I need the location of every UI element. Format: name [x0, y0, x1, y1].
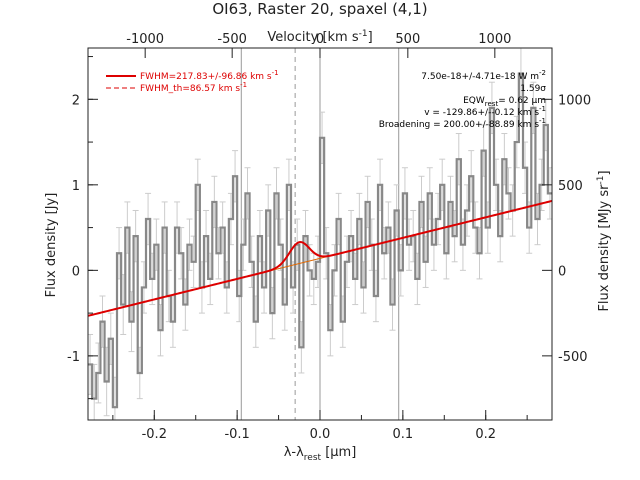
y2-axis-label: Flux density [MJy sr-1]	[596, 170, 612, 311]
top-axis-label-text: Velocity [km s	[267, 30, 359, 45]
x-axis-label-text: λ-λ	[284, 445, 304, 460]
annotation-broadening-sup: -1	[539, 117, 546, 125]
y2-tick-label: 0	[558, 264, 566, 279]
x2-tick-label: 0	[316, 32, 324, 47]
legend-fwhm-th: FWHM_th=86.57 km s-1	[140, 81, 247, 94]
legend-fwhm: FWHM=217.83+/-96.86 km s-1	[140, 69, 279, 82]
annotation-flux: 7.50e-18+/-4.71e-18 W m-2	[421, 69, 546, 82]
top-axis-label-end: ]	[368, 30, 373, 45]
x-tick-label: 0.1	[393, 427, 414, 442]
annotation-velocity-text: v = -129.86+/--0.12 km s	[424, 108, 539, 118]
x2-tick-label: 500	[395, 32, 420, 47]
y-tick-label: 1	[72, 179, 80, 194]
annotation-broadening-text: Broadening = 200.00+/-88.89 km s	[379, 120, 540, 130]
y-tick-label: -1	[67, 350, 80, 365]
legend-fwhm-th-text: FWHM_th=86.57 km s	[140, 84, 240, 94]
x-tick-label: 0.2	[475, 427, 496, 442]
x-axis-label-unit: [μm]	[321, 445, 356, 460]
fit-series	[88, 199, 552, 317]
annotation-eqw-text: EQW	[463, 96, 485, 106]
annotation-eqw-rest: = 0.62 μm	[498, 96, 546, 106]
annotation-velocity-sup: -1	[539, 105, 546, 113]
axis-ticks: -0.2 -0.1 0.0 0.1 0.2 -1 0 1 2 -1000 -500 0 500 1000 -…	[67, 32, 591, 442]
x2-tick-label: -500	[217, 32, 247, 47]
annotation-sigma: 1.59σ	[520, 84, 546, 94]
y2-tick-label: 1000	[558, 93, 591, 108]
x2-tick-label: 1000	[478, 32, 511, 47]
y2-axis-label-text: Flux density [MJy sr	[597, 184, 612, 312]
y-axis-label: Flux density [Jy]	[44, 193, 59, 298]
x2-tick-label: -1000	[126, 32, 164, 47]
annotation-eqw-sub: rest	[485, 100, 499, 108]
annotation-flux-text: 7.50e-18+/-4.71e-18 W m	[421, 72, 539, 82]
annotation-velocity: v = -129.86+/--0.12 km s-1	[424, 105, 546, 118]
annotation-flux-sup: -2	[539, 69, 546, 77]
gaussian-fit-line	[88, 199, 552, 317]
x-tick-label: -0.2	[142, 427, 167, 442]
legend: FWHM=217.83+/-96.86 km s-1 FWHM_th=86.57…	[106, 69, 279, 94]
spectrum-line	[88, 72, 552, 409]
x-axis-label: λ-λrest [μm]	[284, 445, 357, 463]
chart-title: OI63, Raster 20, spaxel (4,1)	[212, 0, 427, 18]
y-tick-label: 0	[72, 264, 80, 279]
legend-fwhm-text: FWHM=217.83+/-96.86 km s	[140, 72, 272, 82]
y2-tick-label: -500	[558, 350, 588, 365]
x-tick-label: 0.0	[310, 427, 331, 442]
x-axis-label-sub: rest	[304, 453, 322, 463]
legend-fwhm-th-sup: -1	[240, 81, 247, 89]
x-tick-label: -0.1	[224, 427, 249, 442]
y2-tick-label: 500	[558, 179, 583, 194]
fit-annotations: 7.50e-18+/-4.71e-18 W m-2 1.59σ EQWrest=…	[379, 69, 547, 130]
y2-axis-label-end: ]	[597, 170, 612, 175]
legend-fwhm-sup: -1	[272, 69, 279, 77]
top-axis-label: Velocity [km s-1]	[267, 29, 372, 45]
top-axis-label-sup: -1	[359, 29, 368, 39]
annotation-broadening: Broadening = 200.00+/-88.89 km s-1	[379, 117, 546, 130]
y2-axis-label-sup: -1	[596, 176, 606, 185]
spectrum-series	[88, 72, 552, 409]
annotation-eqw: EQWrest= 0.62 μm	[463, 96, 546, 108]
y-tick-label: 2	[72, 93, 80, 108]
